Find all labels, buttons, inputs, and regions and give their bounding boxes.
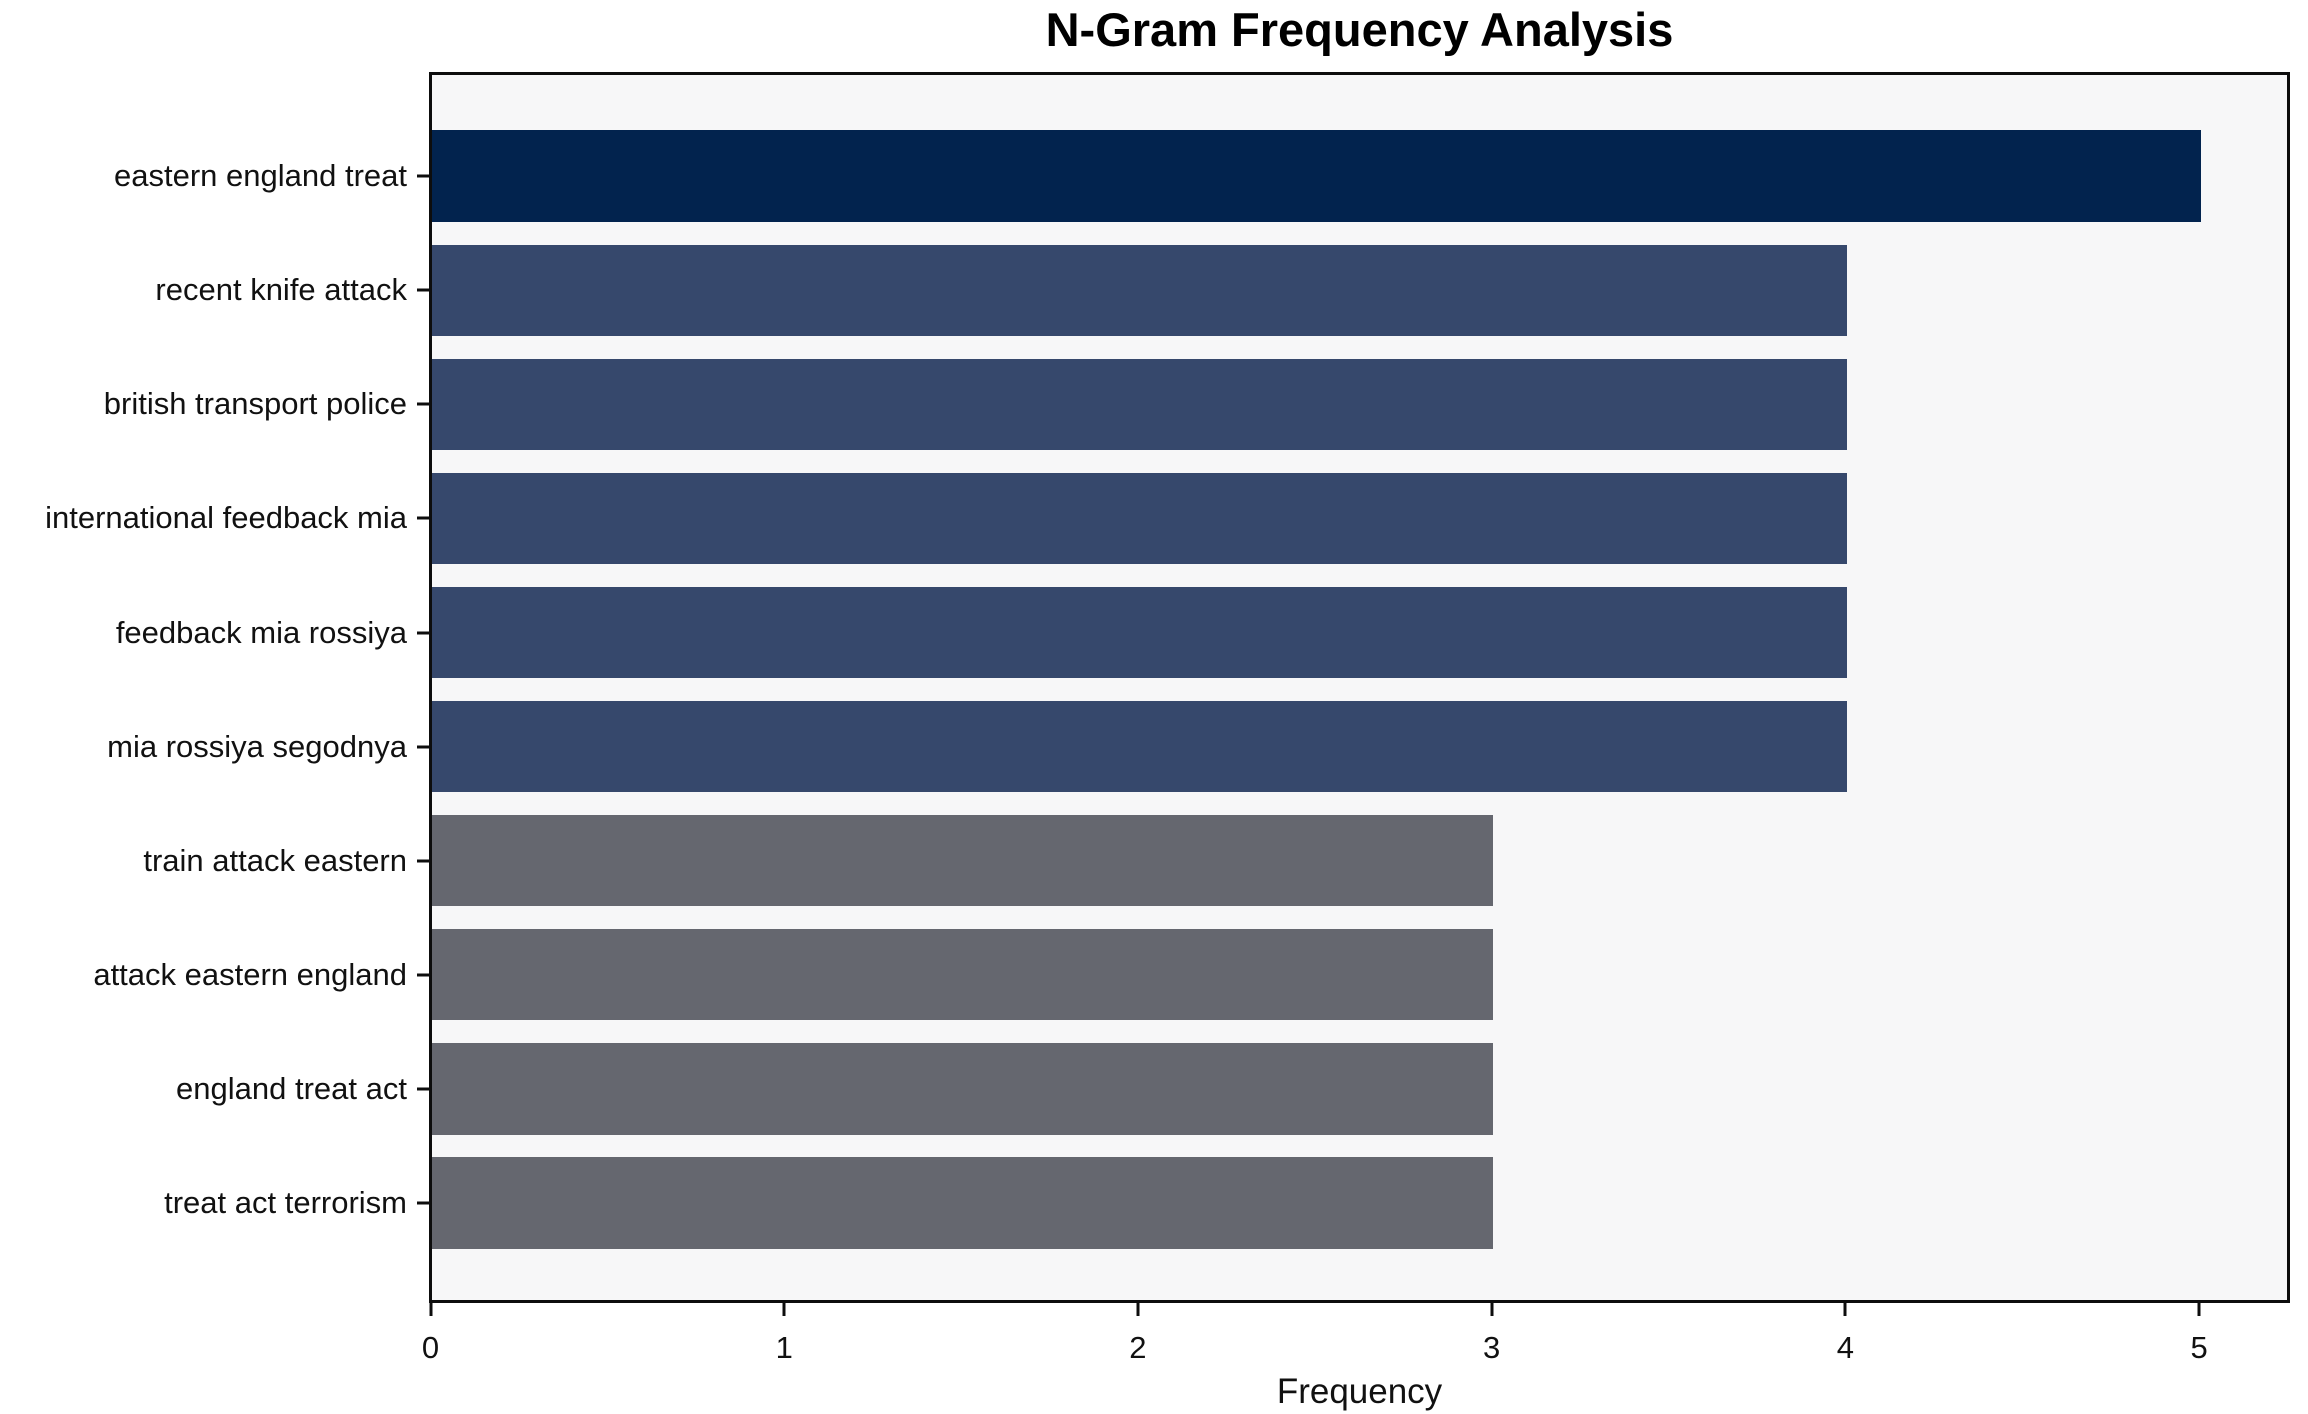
y-tick-label: international feedback mia <box>45 500 407 536</box>
bar <box>432 1043 1494 1135</box>
y-tick-mark <box>417 631 429 634</box>
y-tick-label: attack eastern england <box>93 956 407 992</box>
y-tick-mark <box>417 288 429 292</box>
y-tick-label: feedback mia rossiya <box>115 614 407 650</box>
bar <box>432 130 2201 222</box>
y-tick-mark <box>417 1201 429 1205</box>
bar <box>432 472 1847 565</box>
y-tick-mark <box>417 745 429 749</box>
chart-title: N-Gram Frequency Analysis <box>1045 3 1674 56</box>
y-tick-label: train attack eastern <box>143 842 407 878</box>
y-tick-mark <box>417 973 429 977</box>
y-tick-mark <box>417 859 429 863</box>
bar <box>432 929 1494 1021</box>
x-tick-label: 4 <box>1836 1330 1854 1365</box>
bar <box>432 815 1494 907</box>
y-tick-label: mia rossiya segodnya <box>107 728 407 764</box>
y-tick-mark <box>417 1087 429 1091</box>
x-tick-mark <box>2197 1303 2201 1316</box>
bar <box>432 586 1847 679</box>
x-tick-mark <box>1490 1303 1494 1316</box>
x-tick-label: 1 <box>775 1330 793 1365</box>
bar <box>432 1157 1494 1249</box>
x-tick-label: 5 <box>2190 1330 2208 1365</box>
bar <box>432 358 1847 450</box>
y-tick-mark <box>417 174 429 178</box>
x-tick-label: 3 <box>1483 1330 1501 1365</box>
y-tick-label: eastern england treat <box>114 158 407 194</box>
y-tick-mark <box>417 516 429 520</box>
x-tick-label: 0 <box>421 1330 440 1365</box>
bar <box>432 244 1847 336</box>
bar <box>432 700 1847 793</box>
x-tick-mark <box>429 1303 432 1316</box>
y-tick-label: treat act terrorism <box>164 1185 407 1220</box>
x-axis-label: Frequency <box>1276 1372 1443 1411</box>
x-tick-label: 2 <box>1129 1330 1147 1365</box>
plot-area <box>429 72 2290 1303</box>
y-tick-label: british transport police <box>103 386 407 422</box>
y-tick-label: recent knife attack <box>155 272 407 308</box>
x-tick-mark <box>1136 1303 1140 1316</box>
y-tick-mark <box>417 402 429 406</box>
x-tick-mark <box>1843 1303 1847 1316</box>
y-tick-label: england treat act <box>176 1070 407 1106</box>
x-tick-mark <box>782 1303 786 1316</box>
